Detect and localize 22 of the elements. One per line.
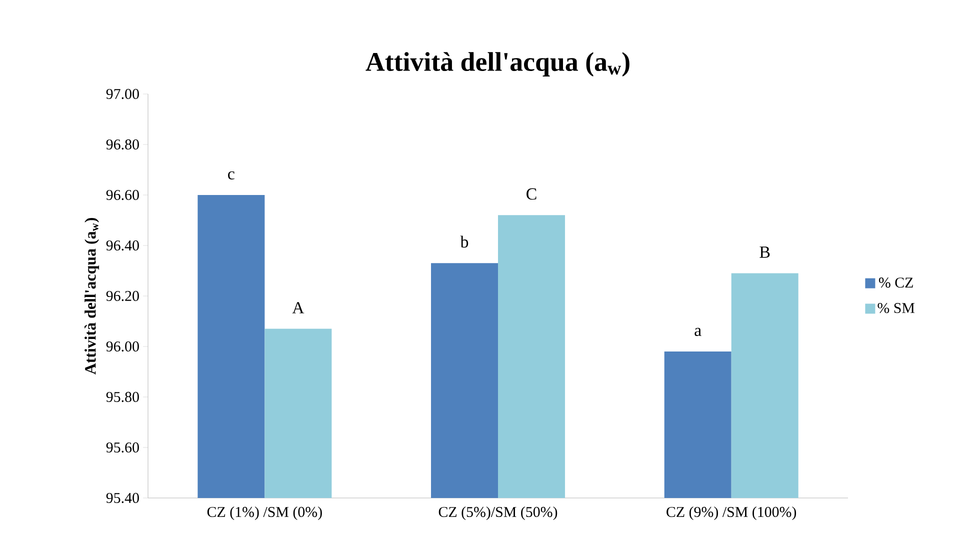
- annotation: A: [292, 302, 304, 314]
- annotation: a: [694, 328, 702, 336]
- x-tick-label: CZ (5%)/SM (50%): [438, 506, 558, 520]
- annotation: B: [760, 246, 770, 258]
- y-tick-label: 95.80: [106, 392, 139, 402]
- annotation: b: [460, 236, 468, 248]
- y-tick-label: 96.60: [106, 190, 139, 200]
- legend-label: % SM: [878, 302, 915, 314]
- y-tick-label: 97.00: [106, 88, 139, 100]
- y-tick-label: 96.00: [106, 341, 139, 352]
- chart-title: Attività dell'acqua (a$_{w}$): [366, 52, 630, 76]
- y-tick-label: 96.20: [106, 290, 139, 302]
- y-tick-label: 96.80: [106, 139, 139, 150]
- annotation: c: [228, 171, 234, 180]
- x-tick-label: CZ (1%) /SM (0%): [207, 506, 322, 520]
- annotation: C: [526, 188, 536, 200]
- x-tick-label: CZ (9%) /SM (100%): [666, 506, 796, 520]
- y-tick-label: 96.40: [106, 240, 139, 251]
- y-tick-label: 95.40: [106, 492, 139, 504]
- legend-label: % CZ: [878, 278, 913, 288]
- y-tick-label: 95.60: [106, 442, 139, 453]
- y-axis-title: Attività dell'acqua (a$_{w}$): [84, 218, 100, 374]
